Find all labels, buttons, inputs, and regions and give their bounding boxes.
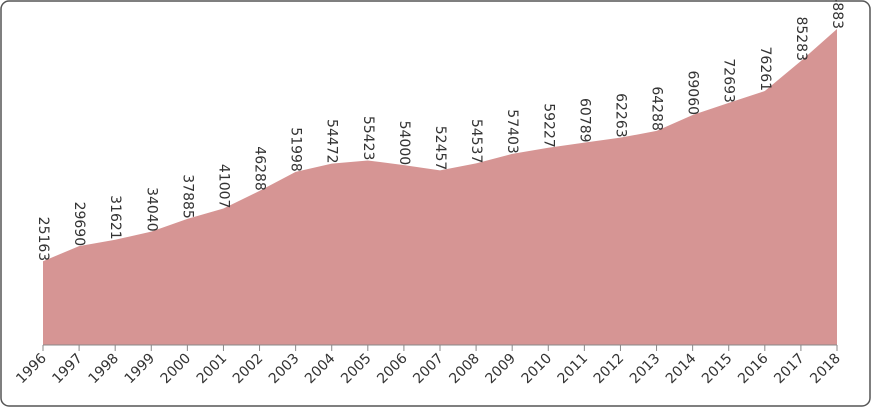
value-label: 76261	[757, 47, 773, 92]
value-label: 62263	[612, 93, 628, 138]
value-label: 54472	[324, 119, 340, 164]
value-label: 64288	[649, 86, 665, 131]
value-label: 37885	[179, 174, 195, 219]
value-label: 46288	[252, 146, 268, 191]
value-label: 54000	[396, 121, 412, 166]
area	[43, 29, 837, 345]
value-label: 54537	[468, 119, 484, 164]
value-label: 85283	[793, 16, 809, 61]
value-label: 34040	[143, 187, 159, 232]
value-label: 57403	[504, 109, 520, 154]
value-label: 41007	[215, 164, 231, 209]
value-label: 59227	[540, 103, 556, 148]
value-label: 31621	[107, 195, 123, 240]
value-label: 60789	[576, 98, 592, 143]
value-label: 94883	[829, 0, 845, 29]
value-label: 52457	[432, 126, 448, 171]
value-label: 25163	[35, 217, 51, 262]
value-label: 69060	[685, 70, 701, 115]
value-label: 29690	[71, 202, 87, 247]
value-label: 72693	[721, 58, 737, 103]
value-label: 55423	[360, 116, 376, 161]
value-label: 51998	[288, 127, 304, 172]
